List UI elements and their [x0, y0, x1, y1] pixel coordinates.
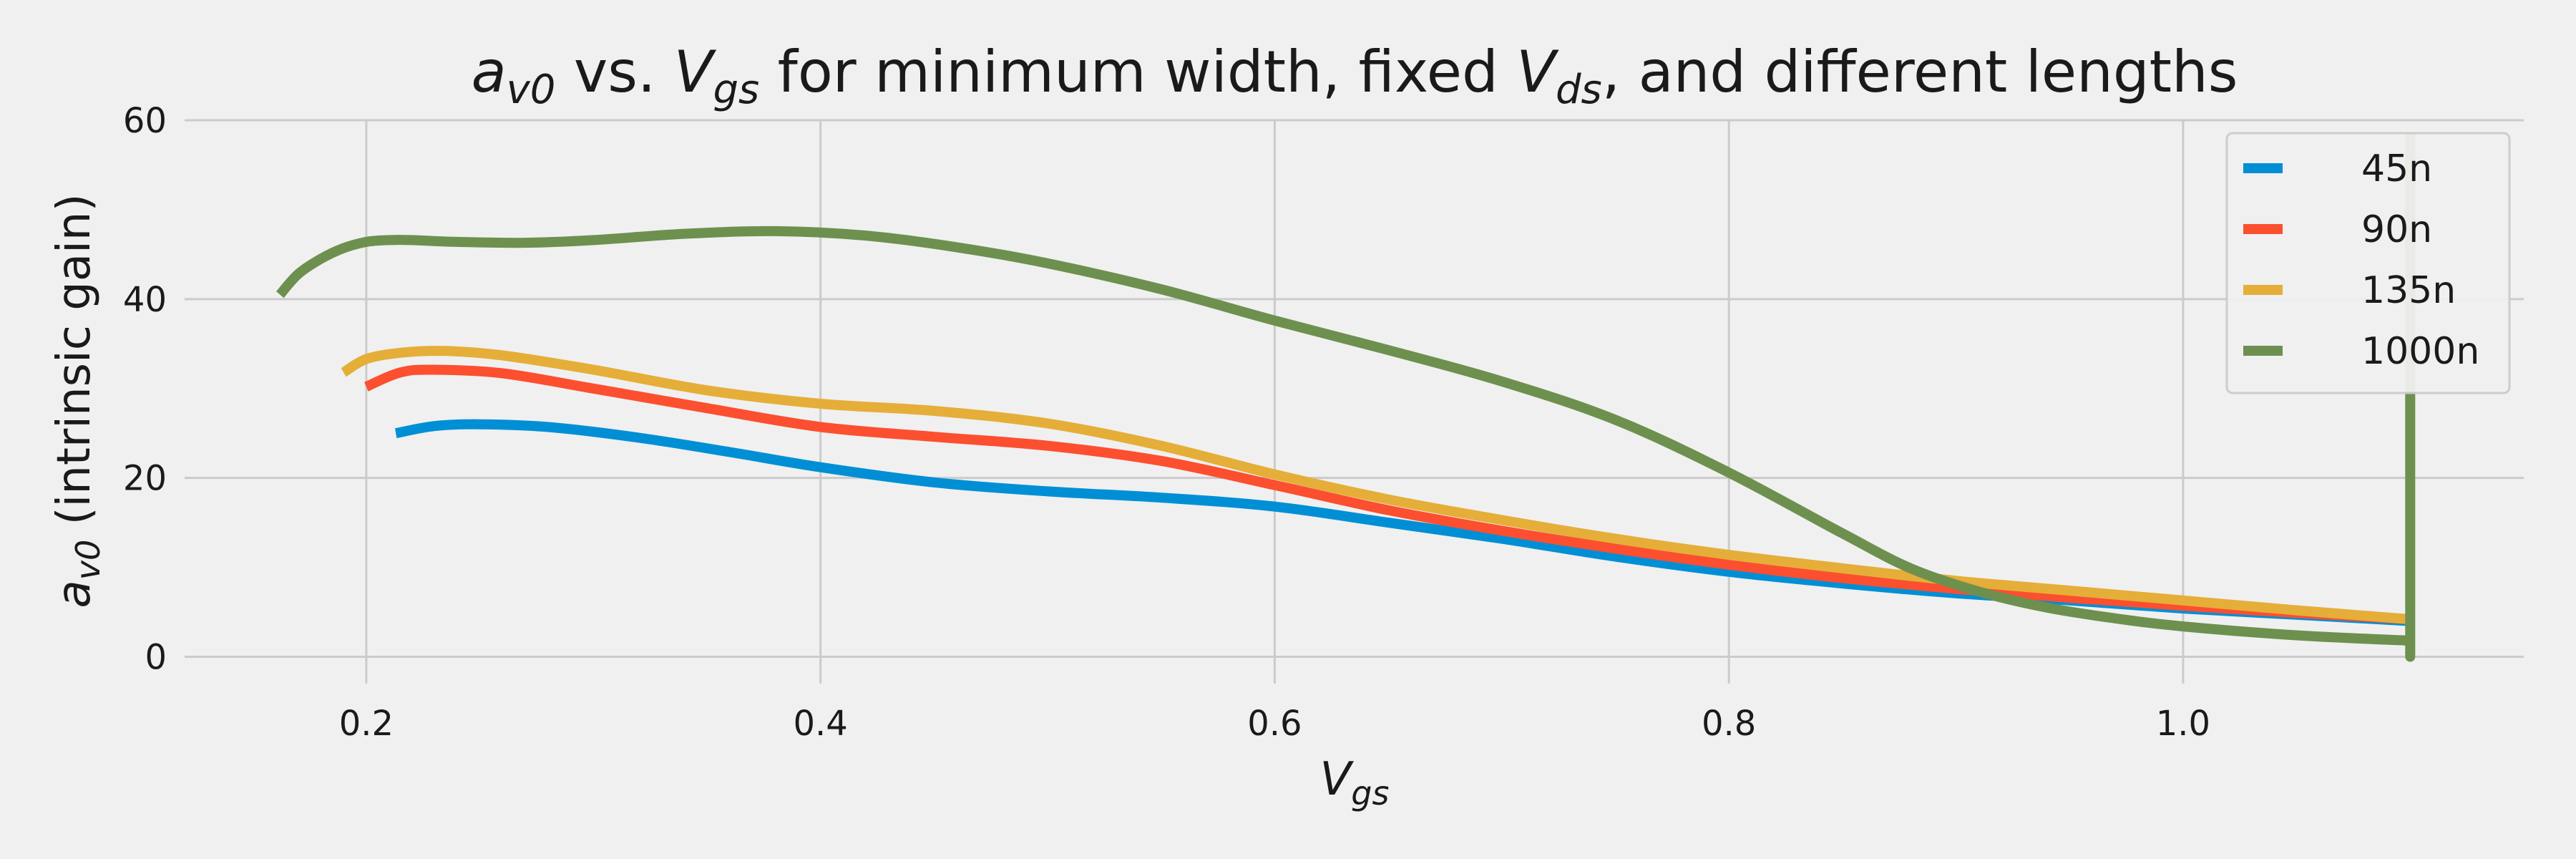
x-axis-label: Vgs: [1320, 753, 1390, 812]
legend-label-1000n: 1000n: [2361, 330, 2479, 373]
x-tick-label: 0.4: [793, 704, 847, 744]
y-tick-label: 20: [123, 459, 167, 499]
x-tick-label: 0.6: [1247, 704, 1302, 744]
y-tick-label: 0: [145, 638, 167, 678]
series-line-1000n: [275, 133, 2416, 662]
series-line-135n: [341, 346, 2411, 625]
legend-label-45n: 45n: [2361, 147, 2432, 190]
x-tick-labels: 0.2 0.4 0.6 0.8 1.0: [339, 704, 2210, 744]
legend-label-90n: 90n: [2361, 208, 2432, 251]
x-tick-label: 0.8: [1702, 704, 1756, 744]
legend: 45n 90n 135n 1000n: [2225, 132, 2511, 394]
series-lines: [275, 133, 2416, 662]
y-axis-label: av0 (intrinsic gain): [48, 194, 107, 608]
legend-label-135n: 135n: [2361, 269, 2456, 312]
legend-box: [2225, 132, 2511, 394]
y-tick-labels: 0 20 40 60: [123, 101, 167, 678]
chart-title: av0 vs. Vgs for minimum width, fixed Vds…: [472, 39, 2238, 113]
y-tick-label: 40: [123, 280, 167, 320]
y-tick-label: 60: [123, 101, 167, 141]
x-tick-label: 1.0: [2156, 704, 2210, 744]
x-tick-label: 0.2: [339, 704, 394, 744]
grid: [185, 119, 2524, 684]
series-line-90n: [364, 364, 2411, 625]
